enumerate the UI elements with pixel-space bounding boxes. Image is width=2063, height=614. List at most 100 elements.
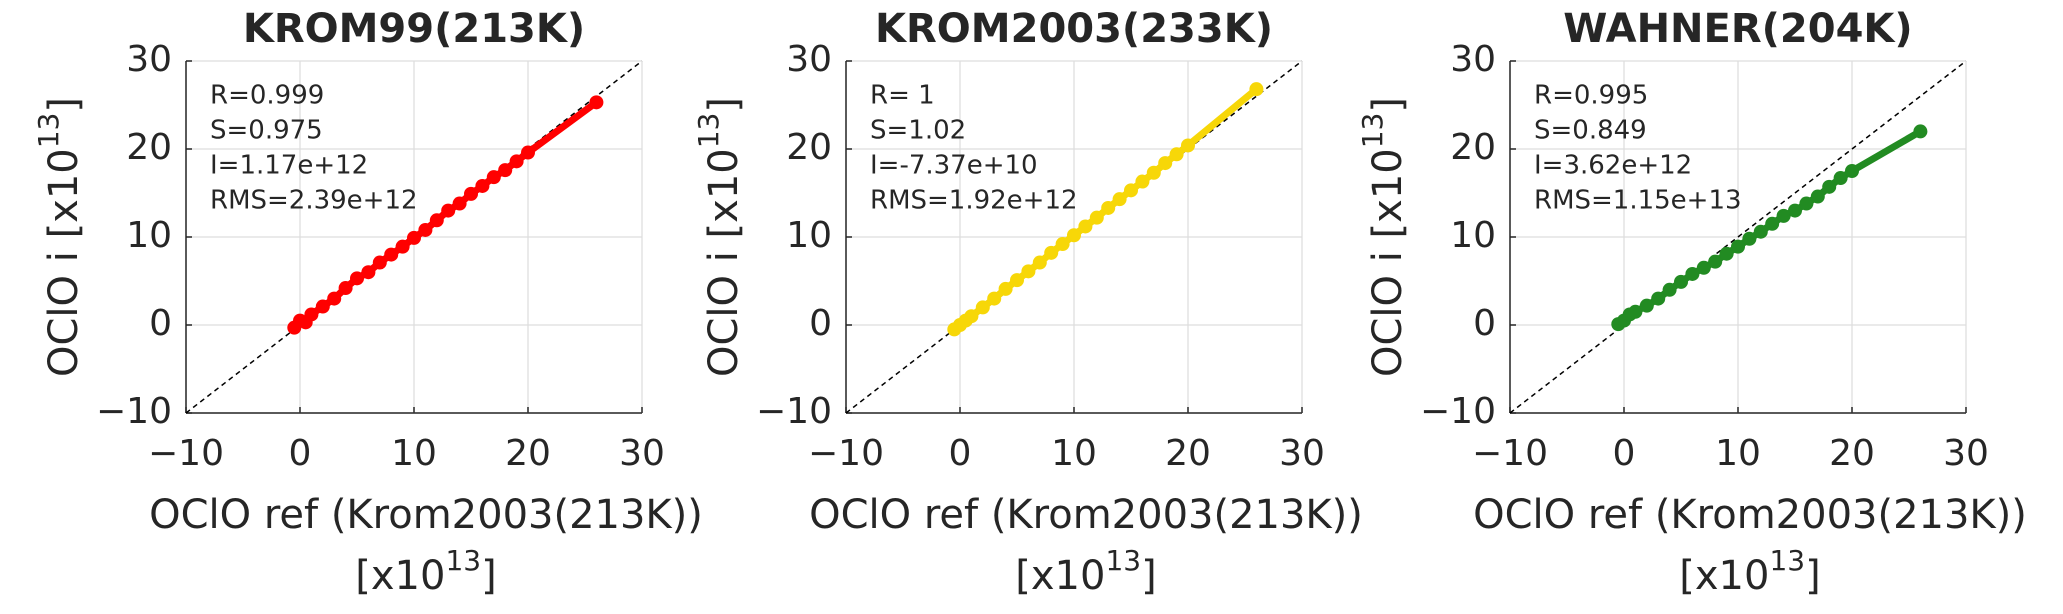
point	[338, 281, 353, 296]
point	[521, 145, 535, 160]
y-tick-label: 0	[809, 303, 832, 344]
x-tick-label: 30	[619, 433, 665, 474]
point	[1112, 192, 1127, 207]
point	[1639, 298, 1654, 313]
y-tick-label: −10	[1420, 391, 1496, 432]
y-axis-label: OClO i [x1013]	[1356, 97, 1411, 377]
unit-base: [x10	[1679, 553, 1769, 599]
point	[1055, 237, 1070, 252]
point	[1135, 174, 1150, 189]
annotation: I=3.62e+12	[1534, 151, 1692, 181]
x-axis-label-unit: [x1013]	[355, 544, 496, 599]
subplot: −10 0 10 20 30 −10 0 10 20 30 R=0.995 S=0.849 I=3.62…	[1356, 6, 2027, 599]
annotation: S=0.849	[1534, 116, 1647, 146]
point	[1753, 224, 1768, 239]
x-tick-label: 20	[1165, 433, 1211, 474]
annotation: R=0.999	[210, 81, 324, 111]
unit-close: ]	[481, 553, 497, 599]
y-label-base: OClO i [x10	[701, 148, 747, 377]
x-axis-label: OClO ref (Krom2003(213K))	[149, 492, 703, 538]
point	[589, 95, 604, 110]
point	[361, 265, 376, 280]
point	[1146, 165, 1161, 180]
y-label-close: ]	[701, 97, 747, 113]
y-axis-label: OClO i [x1013]	[32, 97, 87, 377]
point	[1089, 210, 1104, 225]
x-tick-label: −10	[1472, 433, 1548, 474]
point	[1010, 273, 1024, 288]
annotation: R= 1	[870, 81, 935, 111]
one-to-one-line	[1509, 60, 1967, 414]
point	[464, 186, 478, 201]
y-label-exponent: 13	[1356, 113, 1389, 149]
point	[1249, 82, 1264, 97]
y-label-base: OClO i [x10	[1365, 148, 1411, 377]
y-tick-label: 30	[786, 39, 832, 80]
y-tick-label: 30	[126, 39, 172, 80]
point	[1078, 219, 1093, 234]
point	[1810, 189, 1825, 204]
point	[475, 178, 490, 193]
point	[1067, 228, 1081, 243]
x-axis-label-main: OClO ref (Krom2003(213K))	[809, 492, 1363, 538]
point	[1913, 124, 1928, 139]
x-axis-label: OClO ref (Krom2003(213K))	[1473, 492, 2027, 538]
y-tick-label: 10	[126, 215, 172, 256]
point	[452, 196, 467, 211]
x-tick-label: −10	[148, 433, 224, 474]
unit-exponent: 13	[445, 544, 481, 577]
point	[1719, 246, 1734, 261]
x-tick-label: 10	[1051, 433, 1097, 474]
y-tick-label: 0	[1473, 303, 1496, 344]
y-tick-label: 0	[149, 303, 172, 344]
point	[395, 239, 410, 254]
point	[1765, 216, 1780, 231]
point	[315, 299, 330, 314]
x-tick-label: 20	[505, 433, 551, 474]
chart-title: KROM2003(233K)	[875, 6, 1273, 52]
x-axis-label: OClO ref (Krom2003(213K))	[809, 492, 1363, 538]
point	[1696, 260, 1711, 275]
y-label-base: OClO i [x10	[41, 148, 87, 377]
unit-close: ]	[1805, 553, 1821, 599]
chart-title: KROM99(213K)	[243, 6, 585, 52]
x-axis-label-main: OClO ref (Krom2003(213K))	[149, 492, 703, 538]
point	[1845, 164, 1859, 178]
unit-exponent: 13	[1105, 544, 1141, 577]
y-tick-label: −10	[756, 391, 832, 432]
x-axis-label-unit: [x1013]	[1015, 544, 1156, 599]
y-label-close: ]	[41, 97, 87, 113]
y-tick-label: 10	[786, 215, 832, 256]
x-axis-label-unit: [x1013]	[1679, 544, 1820, 599]
y-tick-label: −10	[96, 391, 172, 432]
y-label-close: ]	[1365, 97, 1411, 113]
annotation: RMS=2.39e+12	[210, 186, 418, 216]
point	[1685, 266, 1700, 281]
x-tick-label: 0	[949, 433, 972, 474]
unit-exponent: 13	[1769, 544, 1805, 577]
point	[1044, 245, 1059, 260]
point	[1799, 196, 1814, 211]
subplot: −10 0 10 20 30 −10 0 10 20 30 R= 1 S=1.02 I=-7.37e+1…	[692, 6, 1363, 599]
point	[1158, 156, 1173, 171]
point	[441, 203, 456, 218]
point	[1708, 254, 1723, 269]
y-tick-label: 20	[786, 127, 832, 168]
annotation: S=1.02	[870, 116, 966, 146]
y-tick-label: 10	[1450, 215, 1496, 256]
annotation: R=0.995	[1534, 81, 1648, 111]
point	[1032, 255, 1047, 270]
y-tick-label: 20	[1450, 127, 1496, 168]
point	[964, 309, 979, 324]
point	[372, 255, 387, 270]
x-axis-label-main: OClO ref (Krom2003(213K))	[1473, 492, 2027, 538]
point	[1628, 304, 1643, 319]
point	[1822, 179, 1837, 194]
point	[384, 247, 399, 262]
annotation: RMS=1.15e+13	[1534, 186, 1742, 216]
point	[987, 291, 1002, 306]
y-tick-label: 30	[1450, 39, 1496, 80]
x-tick-label: 10	[1715, 433, 1761, 474]
point	[1788, 203, 1802, 218]
unit-base: [x10	[1015, 553, 1105, 599]
